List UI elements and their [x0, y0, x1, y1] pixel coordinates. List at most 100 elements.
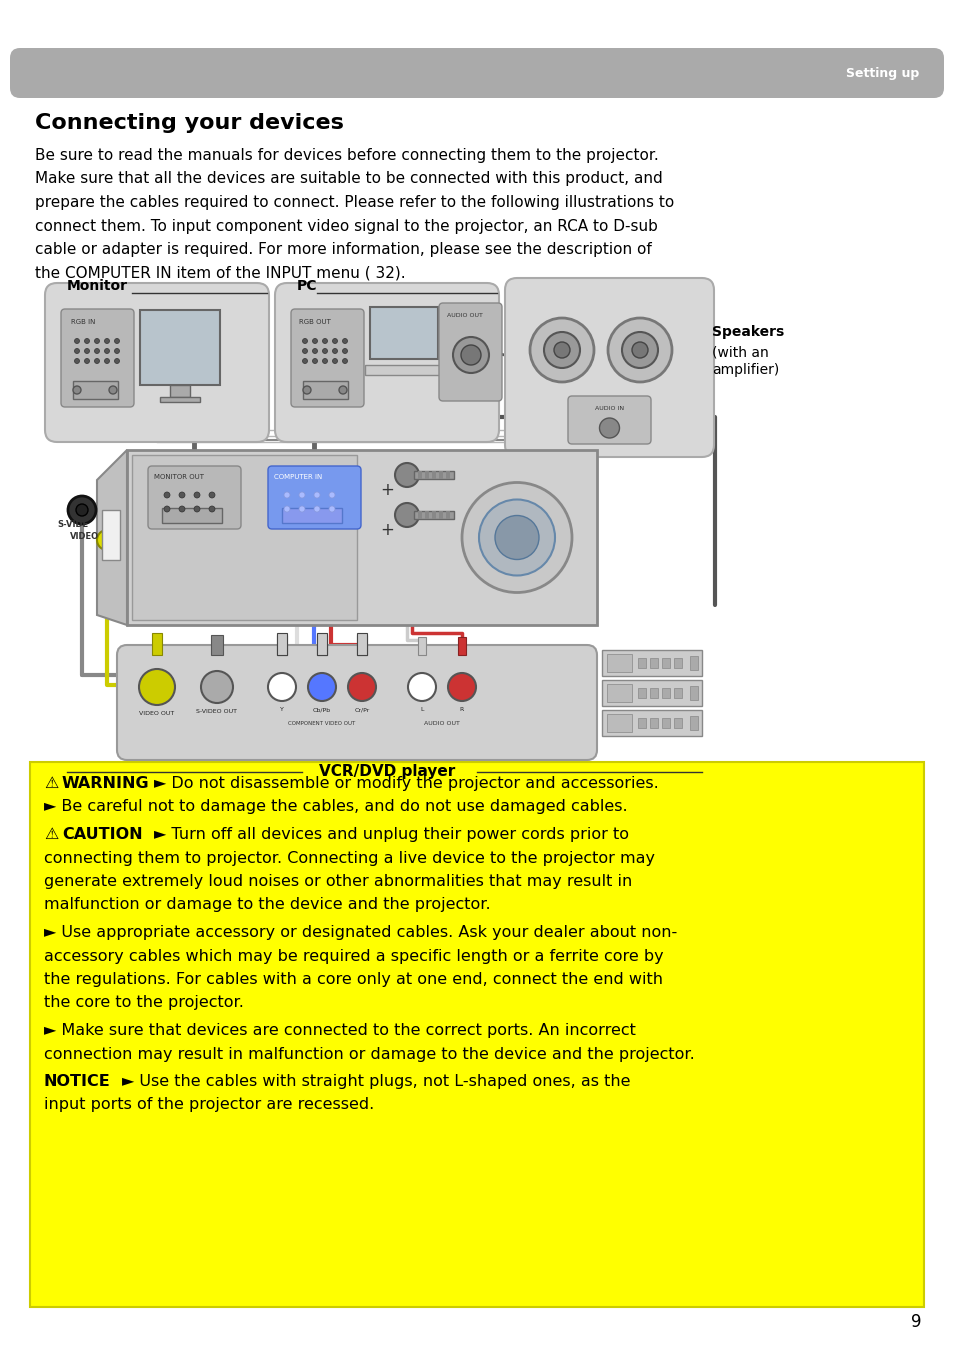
- Text: connection may result in malfunction or damage to the device and the projector.: connection may result in malfunction or …: [44, 1046, 694, 1061]
- Circle shape: [631, 342, 647, 358]
- Text: prepare the cables required to connect. Please refer to the following illustrati: prepare the cables required to connect. …: [35, 194, 674, 211]
- Bar: [132, 455, 356, 620]
- Bar: [673, 657, 681, 668]
- Circle shape: [302, 348, 307, 354]
- Circle shape: [302, 339, 307, 343]
- Text: COMPUTER IN: COMPUTER IN: [274, 474, 322, 481]
- FancyBboxPatch shape: [45, 284, 269, 441]
- Circle shape: [308, 674, 335, 701]
- Text: generate extremely loud noises or other abnormalities that may result in: generate extremely loud noises or other …: [44, 873, 632, 890]
- Polygon shape: [97, 450, 127, 625]
- Text: RGB IN: RGB IN: [71, 319, 95, 325]
- Bar: [661, 718, 669, 728]
- Bar: [170, 385, 190, 397]
- Circle shape: [85, 359, 90, 363]
- Bar: [601, 649, 701, 676]
- Bar: [73, 381, 118, 400]
- Circle shape: [303, 386, 311, 394]
- Bar: [30, 761, 923, 1307]
- Text: VIDEO: VIDEO: [70, 532, 99, 541]
- Circle shape: [460, 346, 480, 365]
- Circle shape: [73, 386, 81, 394]
- Bar: [661, 688, 669, 698]
- Bar: [140, 310, 220, 385]
- Bar: [365, 364, 444, 375]
- Circle shape: [495, 516, 538, 559]
- Text: Y: Y: [280, 707, 284, 711]
- Text: S-VIDE: S-VIDE: [57, 520, 88, 529]
- Bar: [417, 637, 426, 655]
- FancyBboxPatch shape: [274, 284, 498, 441]
- Bar: [417, 471, 421, 479]
- Circle shape: [114, 339, 119, 343]
- Text: Monitor: Monitor: [67, 279, 128, 293]
- Circle shape: [298, 506, 305, 512]
- Text: Make sure that all the devices are suitable to be connected with this product, a: Make sure that all the devices are suita…: [35, 171, 662, 186]
- Text: S-VIDEO OUT: S-VIDEO OUT: [196, 709, 237, 714]
- Circle shape: [193, 491, 200, 498]
- Circle shape: [114, 348, 119, 354]
- Text: PC: PC: [296, 279, 317, 293]
- Bar: [649, 688, 658, 698]
- Bar: [316, 633, 327, 655]
- Bar: [673, 688, 681, 698]
- Bar: [370, 306, 437, 359]
- Text: the regulations. For cables with a core only at one end, connect the end with: the regulations. For cables with a core …: [44, 972, 662, 987]
- Circle shape: [209, 506, 214, 512]
- Bar: [282, 508, 341, 522]
- Circle shape: [94, 348, 99, 354]
- Text: ► Turn off all devices and unplug their power cords prior to: ► Turn off all devices and unplug their …: [153, 828, 628, 842]
- Text: amplifier): amplifier): [711, 363, 779, 377]
- Bar: [444, 306, 462, 373]
- Text: CAUTION: CAUTION: [62, 828, 143, 842]
- Circle shape: [284, 506, 290, 512]
- Circle shape: [94, 359, 99, 363]
- Bar: [638, 718, 645, 728]
- Circle shape: [313, 348, 317, 354]
- Text: AUDIO IN: AUDIO IN: [595, 406, 623, 410]
- Circle shape: [85, 339, 90, 343]
- Circle shape: [313, 339, 317, 343]
- Circle shape: [74, 348, 79, 354]
- FancyBboxPatch shape: [504, 278, 713, 458]
- Circle shape: [139, 670, 174, 705]
- Text: ► Use the cables with straight plugs, not L-shaped ones, as the: ► Use the cables with straight plugs, no…: [122, 1075, 630, 1089]
- Circle shape: [322, 339, 327, 343]
- FancyBboxPatch shape: [438, 302, 501, 401]
- Circle shape: [76, 504, 88, 516]
- Circle shape: [164, 506, 170, 512]
- Bar: [127, 450, 597, 625]
- Circle shape: [598, 418, 618, 437]
- Bar: [211, 634, 223, 655]
- Text: (with an: (with an: [711, 346, 768, 359]
- Circle shape: [322, 348, 327, 354]
- Bar: [438, 471, 442, 479]
- Bar: [649, 657, 658, 668]
- Bar: [649, 718, 658, 728]
- Circle shape: [313, 359, 317, 363]
- Text: connecting them to projector. Connecting a live device to the projector may: connecting them to projector. Connecting…: [44, 850, 655, 865]
- Circle shape: [348, 674, 375, 701]
- Circle shape: [193, 506, 200, 512]
- Text: MONITOR OUT: MONITOR OUT: [153, 474, 204, 481]
- Circle shape: [94, 339, 99, 343]
- Circle shape: [342, 348, 347, 354]
- Bar: [160, 397, 200, 402]
- Circle shape: [314, 491, 319, 498]
- Circle shape: [105, 339, 110, 343]
- Bar: [446, 471, 450, 479]
- Bar: [316, 634, 327, 655]
- Circle shape: [209, 491, 214, 498]
- Text: VCR/DVD player: VCR/DVD player: [318, 764, 455, 779]
- Circle shape: [395, 504, 418, 526]
- Bar: [689, 656, 698, 670]
- Bar: [638, 688, 645, 698]
- Text: AUDIO OUT: AUDIO OUT: [424, 721, 459, 726]
- Circle shape: [461, 482, 572, 593]
- Circle shape: [268, 674, 295, 701]
- Circle shape: [543, 332, 579, 369]
- Bar: [606, 653, 631, 672]
- Text: Speakers: Speakers: [711, 325, 783, 339]
- FancyBboxPatch shape: [148, 466, 241, 529]
- Bar: [152, 633, 162, 655]
